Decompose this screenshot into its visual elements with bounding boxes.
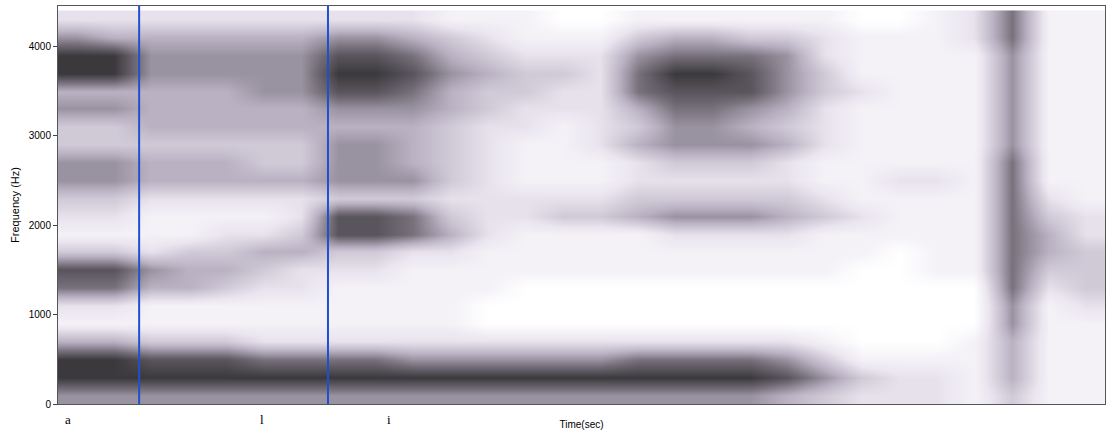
svg-text:4000: 4000	[29, 41, 52, 52]
svg-text:0: 0	[45, 399, 51, 410]
svg-text:l: l	[260, 412, 264, 427]
svg-text:1000: 1000	[29, 309, 52, 320]
svg-text:3000: 3000	[29, 130, 52, 141]
svg-text:Frequency (Hz): Frequency (Hz)	[9, 167, 21, 243]
svg-text:2000: 2000	[29, 220, 52, 231]
svg-text:i: i	[387, 412, 391, 427]
svg-text:Time(sec): Time(sec)	[559, 419, 603, 430]
svg-text:a: a	[65, 412, 71, 427]
